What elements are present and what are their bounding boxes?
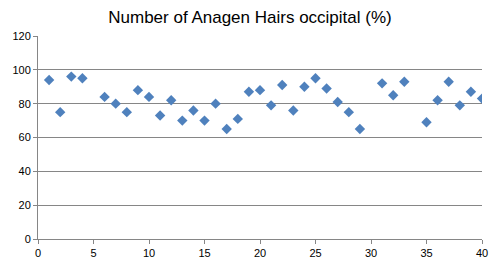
- svg-text:120: 120: [12, 30, 30, 42]
- svg-text:40: 40: [476, 247, 488, 259]
- svg-text:60: 60: [19, 131, 31, 143]
- svg-text:15: 15: [198, 247, 210, 259]
- svg-text:30: 30: [365, 247, 377, 259]
- svg-text:25: 25: [309, 247, 321, 259]
- svg-text:10: 10: [143, 247, 155, 259]
- svg-text:35: 35: [420, 247, 432, 259]
- svg-text:5: 5: [90, 247, 96, 259]
- svg-text:0: 0: [25, 233, 31, 245]
- svg-text:20: 20: [254, 247, 266, 259]
- svg-text:40: 40: [19, 165, 31, 177]
- svg-text:0: 0: [35, 247, 41, 259]
- svg-text:100: 100: [12, 64, 30, 76]
- svg-text:80: 80: [19, 98, 31, 110]
- svg-text:Number of Anagen Hairs occipit: Number of Anagen Hairs occipital (%): [108, 8, 391, 27]
- svg-text:20: 20: [19, 199, 31, 211]
